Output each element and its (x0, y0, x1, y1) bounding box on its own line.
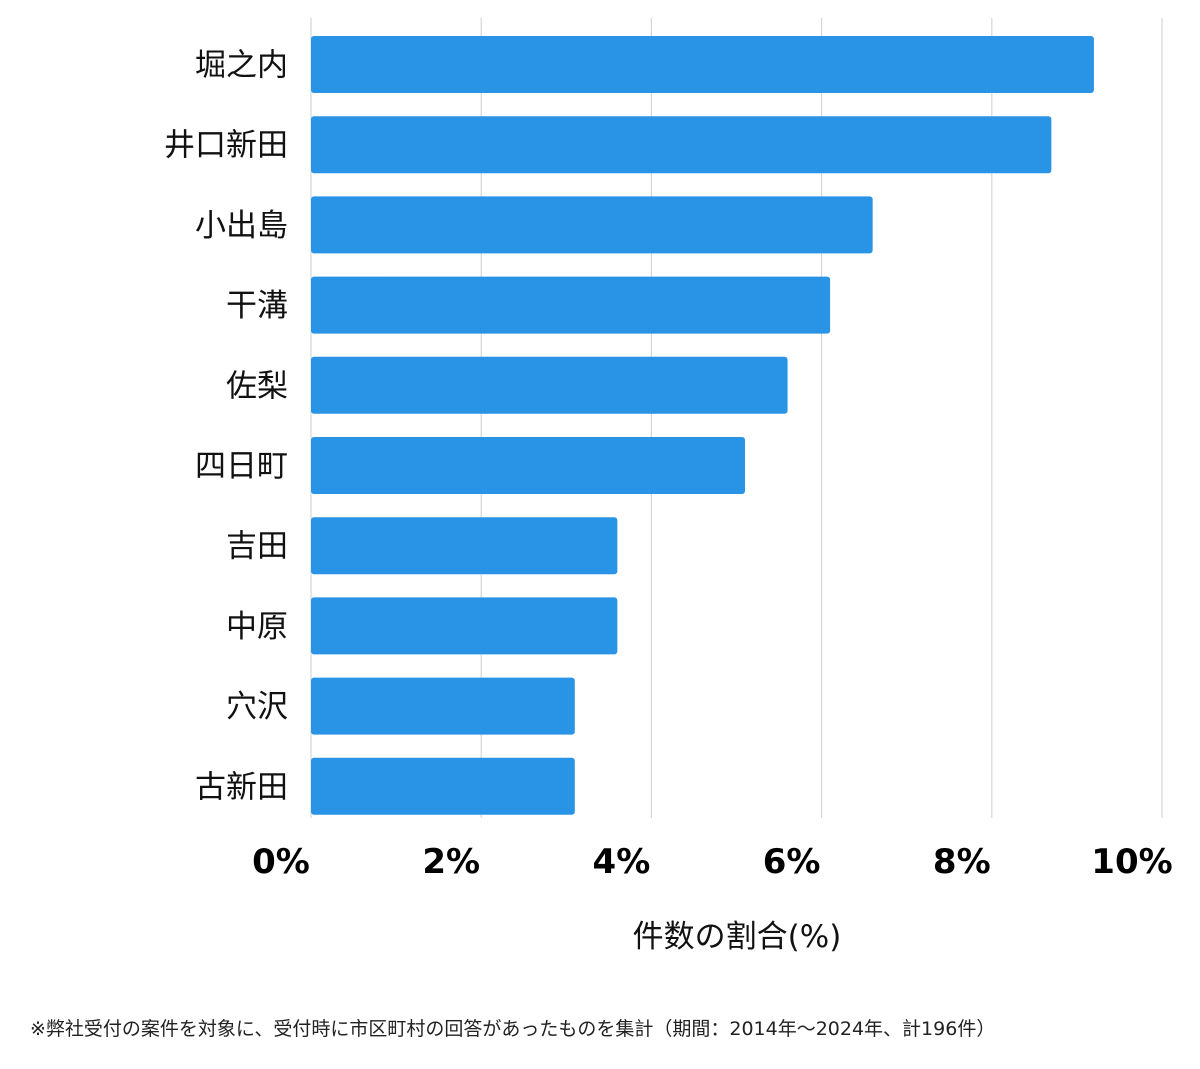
category-label: 穴沢 (226, 689, 288, 725)
x-tick-label: 8% (933, 842, 991, 882)
x-tick-labels: 0% 2% 4% 6% 8% 10% (252, 842, 1173, 882)
bar (311, 196, 873, 254)
x-axis-title: 件数の割合(%) (633, 919, 842, 955)
x-tick-label: 2% (422, 842, 480, 882)
category-label: 井口新田 (164, 128, 288, 164)
footnote: ※弊社受付の案件を対象に、受付時に市区町村の回答があったものを集計（期間：201… (30, 1018, 996, 1040)
x-tick-label: 6% (763, 842, 821, 882)
category-label: 干溝 (226, 288, 288, 324)
bar (311, 517, 618, 575)
bar (311, 757, 575, 815)
x-tick-label: 4% (593, 842, 651, 882)
category-label: 中原 (226, 609, 288, 645)
bars (311, 36, 1094, 815)
category-label: 吉田 (226, 529, 288, 565)
bar (311, 36, 1094, 93)
bar (311, 116, 1052, 174)
x-tick-label: 10% (1091, 842, 1172, 882)
bar (311, 437, 746, 494)
category-label: 小出島 (195, 208, 288, 244)
bar (311, 356, 788, 414)
category-label: 四日町 (195, 449, 288, 485)
bar (311, 677, 575, 735)
category-label: 古新田 (195, 769, 288, 805)
bar (311, 597, 618, 655)
category-label: 佐梨 (226, 368, 288, 404)
x-tick-label: 0% (252, 842, 310, 882)
category-label: 堀之内 (195, 48, 288, 84)
bar (311, 276, 831, 334)
